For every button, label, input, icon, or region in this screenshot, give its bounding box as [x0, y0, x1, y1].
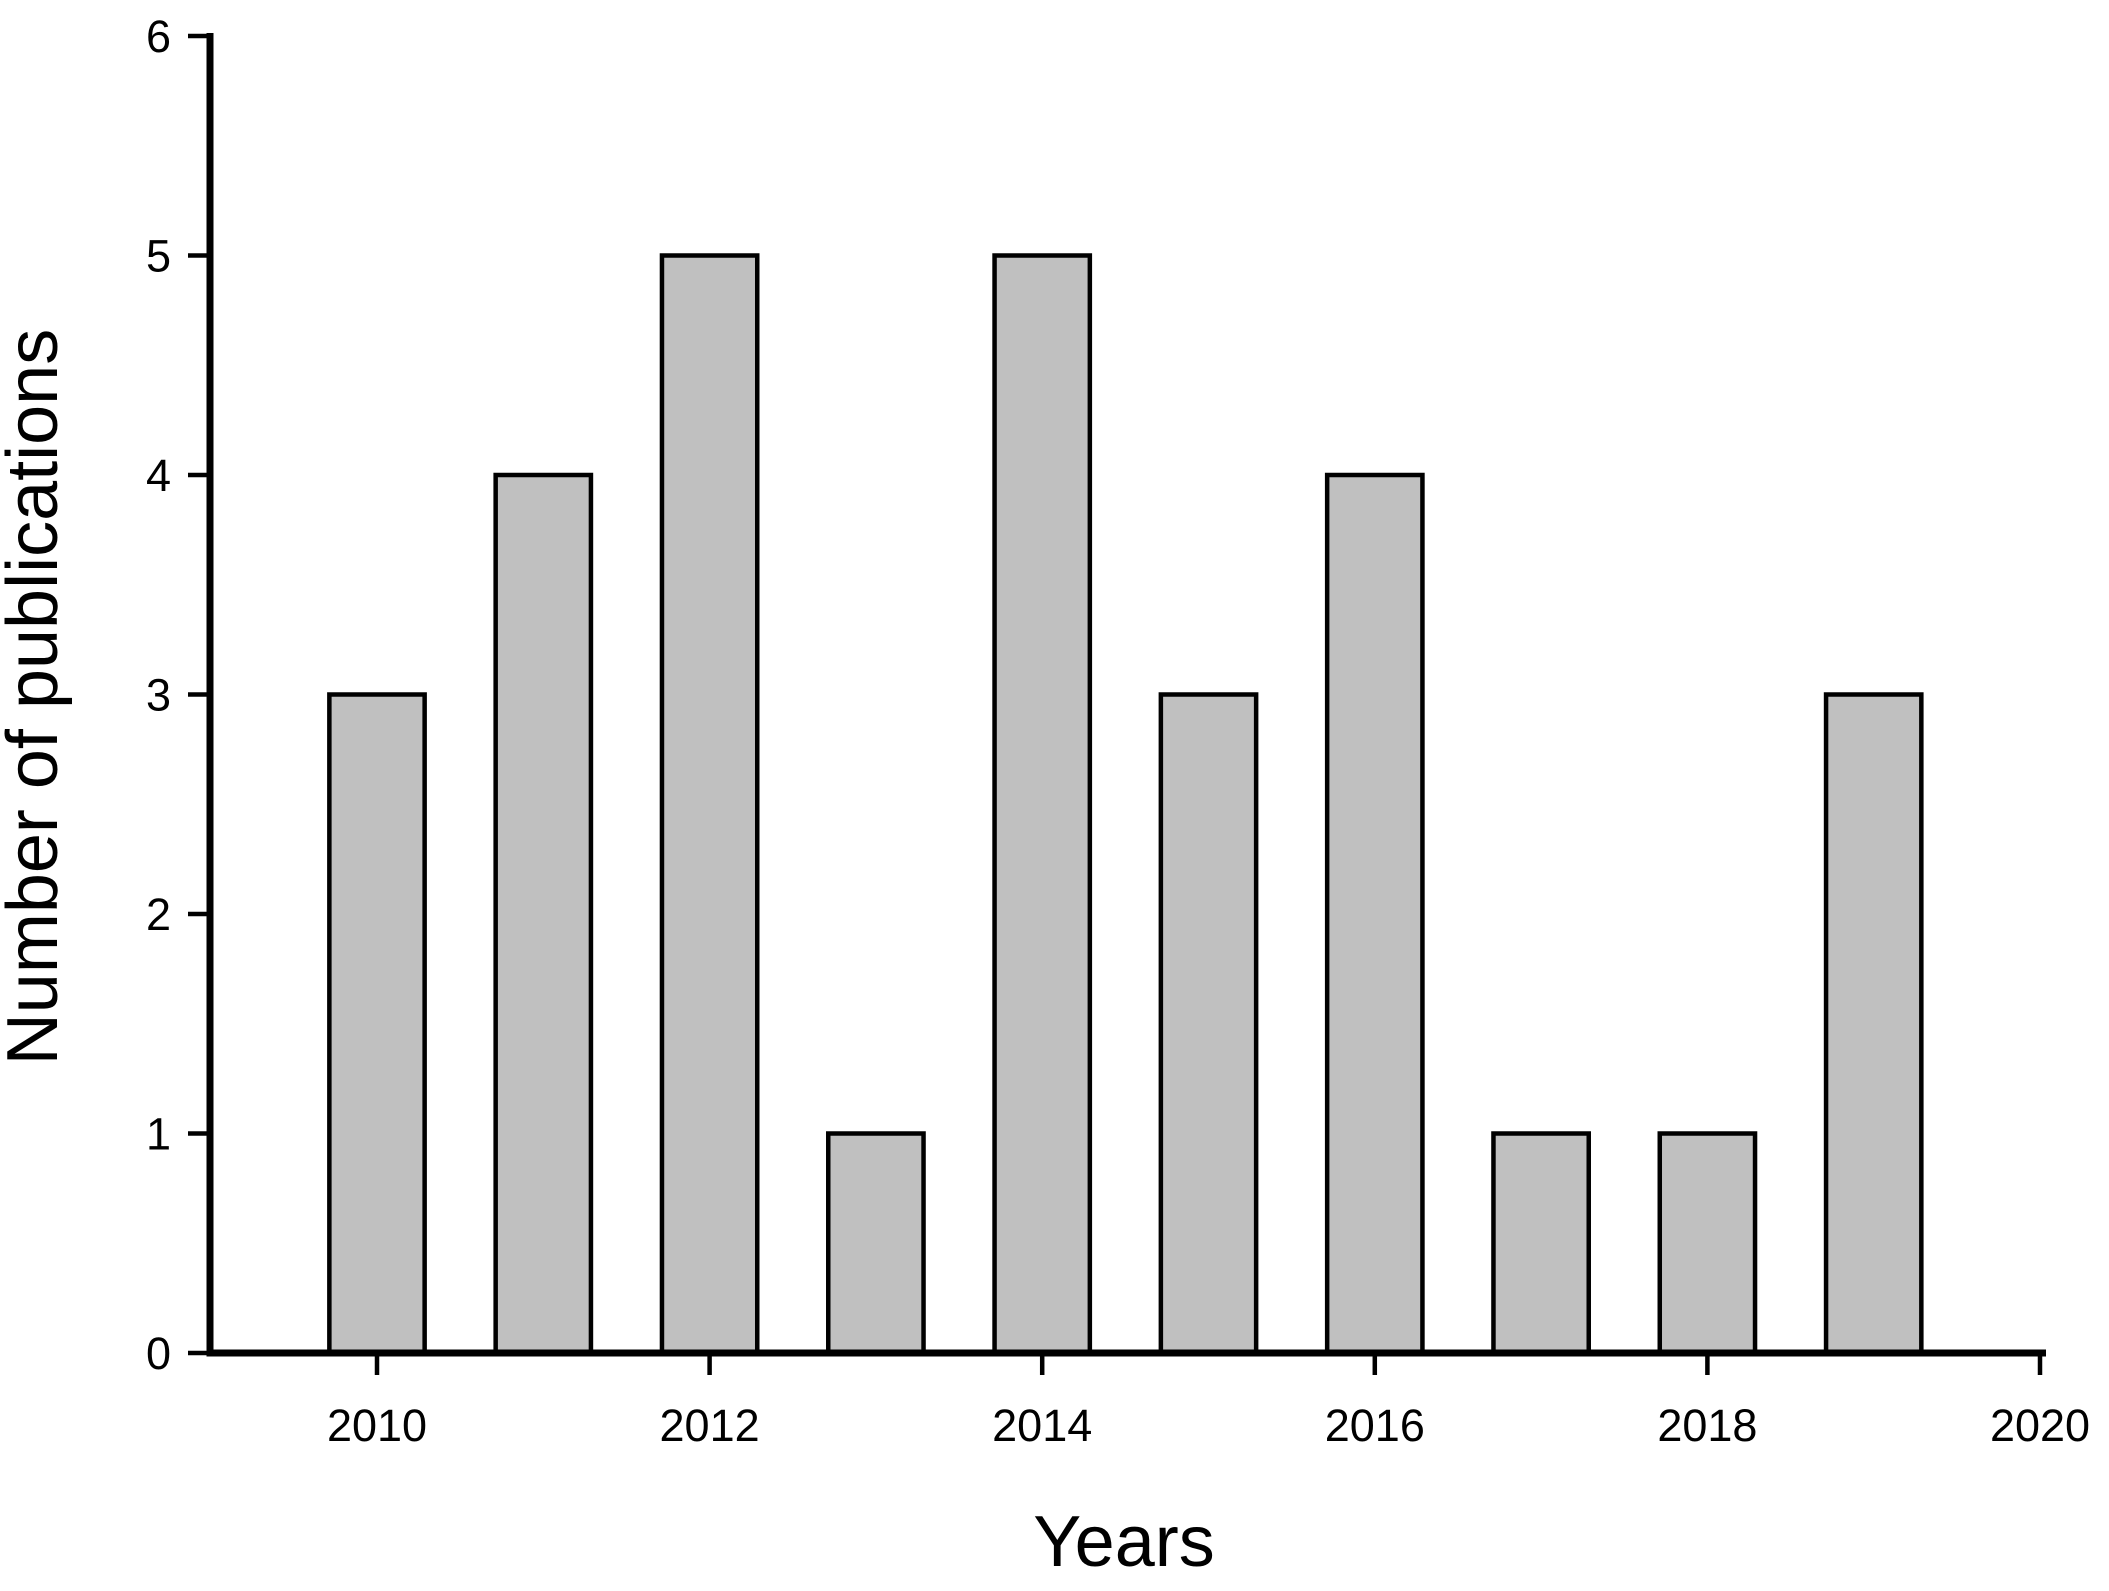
x-tick-label-2016: 2016	[1325, 1400, 1425, 1451]
bar-2014	[992, 253, 1093, 1356]
y-tick-label-0: 0	[146, 1328, 171, 1379]
bar-2012	[659, 253, 760, 1356]
x-tick-label-2018: 2018	[1657, 1400, 1757, 1451]
bars-group	[327, 253, 1924, 1356]
y-tick-label-3: 3	[146, 670, 171, 721]
y-tick-label-2: 2	[146, 889, 171, 940]
y-tick-label-1: 1	[146, 1109, 171, 1160]
tick-labels-group: 0 1 2 3 4 5 6 2010 2012 2014 2016 2018 2020	[146, 11, 2090, 1451]
x-tick-label-2012: 2012	[660, 1400, 760, 1451]
y-tick-label-5: 5	[146, 231, 171, 282]
bar-2011	[493, 472, 594, 1356]
bar-2016	[1324, 472, 1425, 1356]
y-tick-label-4: 4	[146, 450, 171, 501]
bar-2015	[1158, 692, 1259, 1356]
bar-2013	[826, 1131, 926, 1356]
bar-2019	[1823, 692, 1924, 1356]
bar-2017	[1491, 1131, 1591, 1356]
axes-group	[206, 33, 2046, 1357]
y-tick-label-6: 6	[146, 11, 171, 62]
x-axis-title: Years	[1033, 1502, 1214, 1582]
y-axis-title: Number of publications	[0, 329, 73, 1065]
x-tick-label-2014: 2014	[992, 1400, 1092, 1451]
bar-2018	[1657, 1131, 1758, 1356]
x-tick-label-2020: 2020	[1990, 1400, 2090, 1451]
bar-2010	[327, 692, 427, 1356]
ticks-group	[188, 33, 2043, 1375]
x-tick-label-2010: 2010	[327, 1400, 427, 1451]
